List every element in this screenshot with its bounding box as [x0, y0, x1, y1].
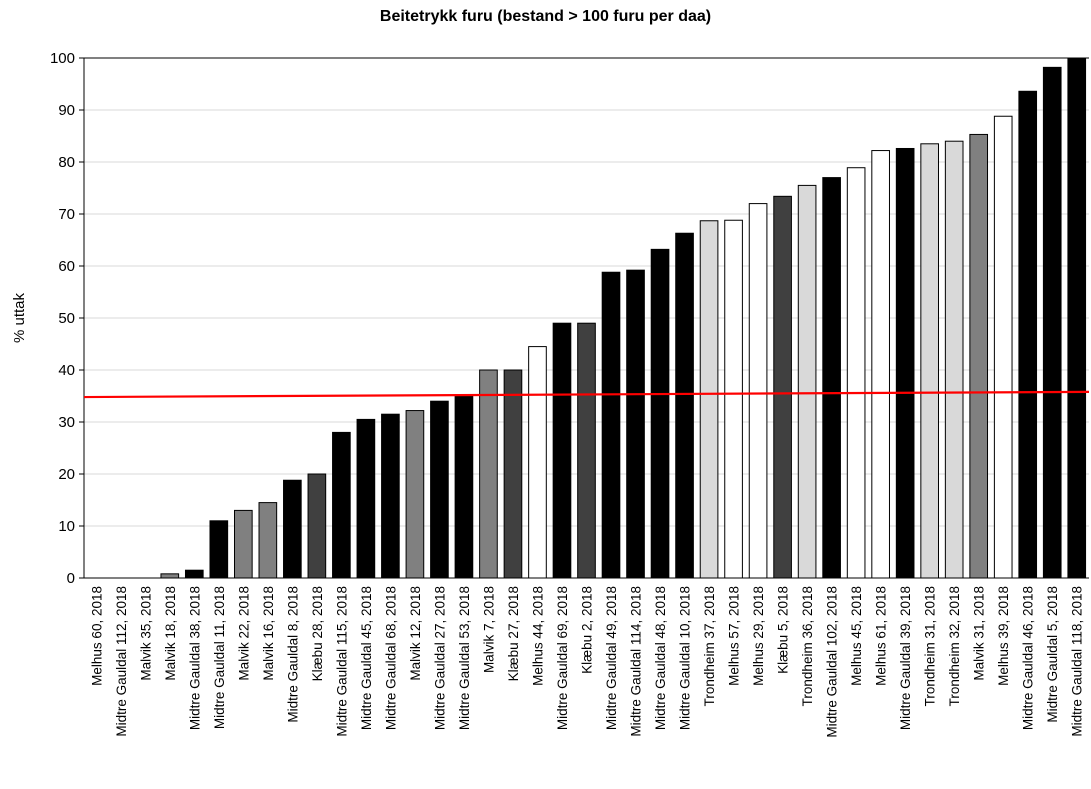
- x-tick-label: Midtre Gauldal 53, 2018: [457, 586, 472, 730]
- x-tick-label: Klæbu 28, 2018: [310, 586, 325, 681]
- bar: [969, 133, 989, 579]
- y-tick-label: 80: [58, 154, 75, 171]
- x-tick-label: Melhus 29, 2018: [751, 586, 766, 686]
- x-tick-label: Trondheim 32, 2018: [947, 586, 962, 706]
- y-tick-label: 20: [58, 466, 75, 483]
- x-tick-label: Midtre Gauldal 46, 2018: [1021, 586, 1036, 730]
- y-tick-label: 70: [58, 206, 75, 223]
- x-tick-label: Malvik 22, 2018: [236, 586, 251, 681]
- bar: [552, 322, 572, 579]
- bar: [577, 322, 596, 579]
- bar: [356, 418, 376, 579]
- x-tick-label: Malvik 16, 2018: [261, 586, 276, 681]
- x-tick-label: Midtre Gauldal 114, 2018: [629, 586, 644, 737]
- x-tick-label: Malvik 18, 2018: [163, 586, 178, 681]
- bar: [234, 509, 253, 579]
- x-tick-label: Melhus 61, 2018: [874, 586, 889, 686]
- x-tick-label: Melhus 45, 2018: [849, 586, 864, 686]
- bar: [920, 143, 939, 579]
- x-tick-label: Midtre Gauldal 68, 2018: [383, 586, 398, 730]
- bar: [184, 569, 204, 579]
- bar: [454, 395, 474, 579]
- bar: [307, 473, 327, 579]
- x-tick-label: Midtre Gauldal 8, 2018: [285, 586, 300, 723]
- x-tick-label: Klæbu 5, 2018: [776, 586, 791, 674]
- x-tick-label: Midtre Gauldal 118, 2018: [1070, 586, 1085, 737]
- bar: [748, 203, 768, 579]
- x-tick-label: Melhus 60, 2018: [89, 586, 104, 686]
- x-tick-label: Midtre Gauldal 39, 2018: [898, 586, 913, 730]
- x-tick-label: Midtre Gauldal 49, 2018: [604, 586, 619, 730]
- y-tick-label: 60: [58, 258, 75, 275]
- y-axis-label: % uttak: [11, 292, 28, 343]
- bar: [797, 184, 817, 579]
- bar: [626, 269, 645, 579]
- x-tick-label: Midtre Gauldal 115, 2018: [334, 586, 349, 737]
- x-tick-label: Klæbu 27, 2018: [506, 586, 521, 681]
- bar: [430, 400, 449, 579]
- reference-line: [83, 390, 1090, 399]
- y-tick-label: 30: [58, 414, 75, 431]
- reference-line: [83, 390, 1090, 399]
- x-tick-label: Melhus 39, 2018: [996, 586, 1011, 686]
- y-tick-label: 90: [58, 102, 75, 119]
- bar: [405, 410, 425, 579]
- x-tick-label: Melhus 44, 2018: [530, 586, 545, 686]
- x-tick-label: Klæbu 2, 2018: [580, 586, 595, 674]
- bar: [381, 413, 400, 579]
- bars: [160, 57, 1087, 579]
- x-tick-label: Midtre Gauldal 48, 2018: [653, 586, 668, 730]
- x-tick-label: Trondheim 31, 2018: [923, 586, 938, 706]
- x-tick-label: Midtre Gauldal 11, 2018: [212, 586, 227, 729]
- x-tick-label: Trondheim 37, 2018: [702, 586, 717, 706]
- bar: [650, 248, 670, 579]
- bar: [871, 150, 890, 579]
- bar: [283, 479, 302, 579]
- x-tick-label: Melhus 57, 2018: [727, 586, 742, 686]
- axes: [79, 57, 1089, 579]
- chart-title: Beitetrykk furu (bestand > 100 furu per …: [379, 8, 712, 25]
- bar: [1042, 66, 1062, 579]
- bar: [332, 431, 351, 579]
- y-tick-label: 10: [58, 518, 75, 535]
- bar: [160, 573, 180, 579]
- x-tick-label: Malvik 31, 2018: [972, 586, 987, 681]
- x-tick-label: Midtre Gauldal 45, 2018: [359, 586, 374, 730]
- bar: [601, 271, 621, 579]
- bar: [209, 520, 229, 579]
- x-tick-label: Midtre Gauldal 5, 2018: [1045, 586, 1060, 723]
- bar: [1067, 57, 1087, 579]
- y-tick-label: 0: [67, 570, 75, 587]
- bar: [675, 232, 694, 579]
- x-tick-label: Midtre Gauldal 27, 2018: [432, 586, 447, 730]
- x-tick-label: Malvik 35, 2018: [138, 586, 153, 681]
- bar: [822, 177, 841, 579]
- bar: [479, 369, 498, 579]
- x-tick-labels: Melhus 60, 2018 Midtre Gauldal 112, 2018 M…: [89, 586, 1084, 738]
- bar: [699, 220, 719, 579]
- bar: [258, 502, 278, 579]
- x-tick-label: Midtre Gauldal 102, 2018: [825, 586, 840, 738]
- x-tick-label: Midtre Gauldal 69, 2018: [555, 586, 570, 730]
- y-tick-label: 50: [58, 310, 75, 327]
- x-tick-label: Midtre Gauldal 112, 2018: [114, 586, 129, 737]
- bar: [895, 147, 915, 579]
- x-tick-label: Trondheim 36, 2018: [800, 586, 815, 706]
- bar: [503, 369, 523, 579]
- bar: [993, 115, 1013, 579]
- bar: [944, 140, 964, 579]
- bar: [1018, 90, 1038, 579]
- y-tick-label: 40: [58, 362, 75, 379]
- x-tick-label: Midtre Gauldal 10, 2018: [678, 586, 693, 730]
- y-tick-label: 100: [50, 50, 75, 67]
- bar: [846, 167, 866, 579]
- bar: [773, 195, 792, 579]
- x-tick-label: Malvik 7, 2018: [481, 586, 496, 673]
- x-tick-label: Malvik 12, 2018: [408, 586, 423, 681]
- x-tick-label: Midtre Gauldal 38, 2018: [187, 586, 202, 730]
- bar: [528, 346, 547, 579]
- bar: [724, 219, 743, 579]
- y-tick-labels: 0 10 20 30 40 50 60 70 80 90 100: [50, 50, 75, 587]
